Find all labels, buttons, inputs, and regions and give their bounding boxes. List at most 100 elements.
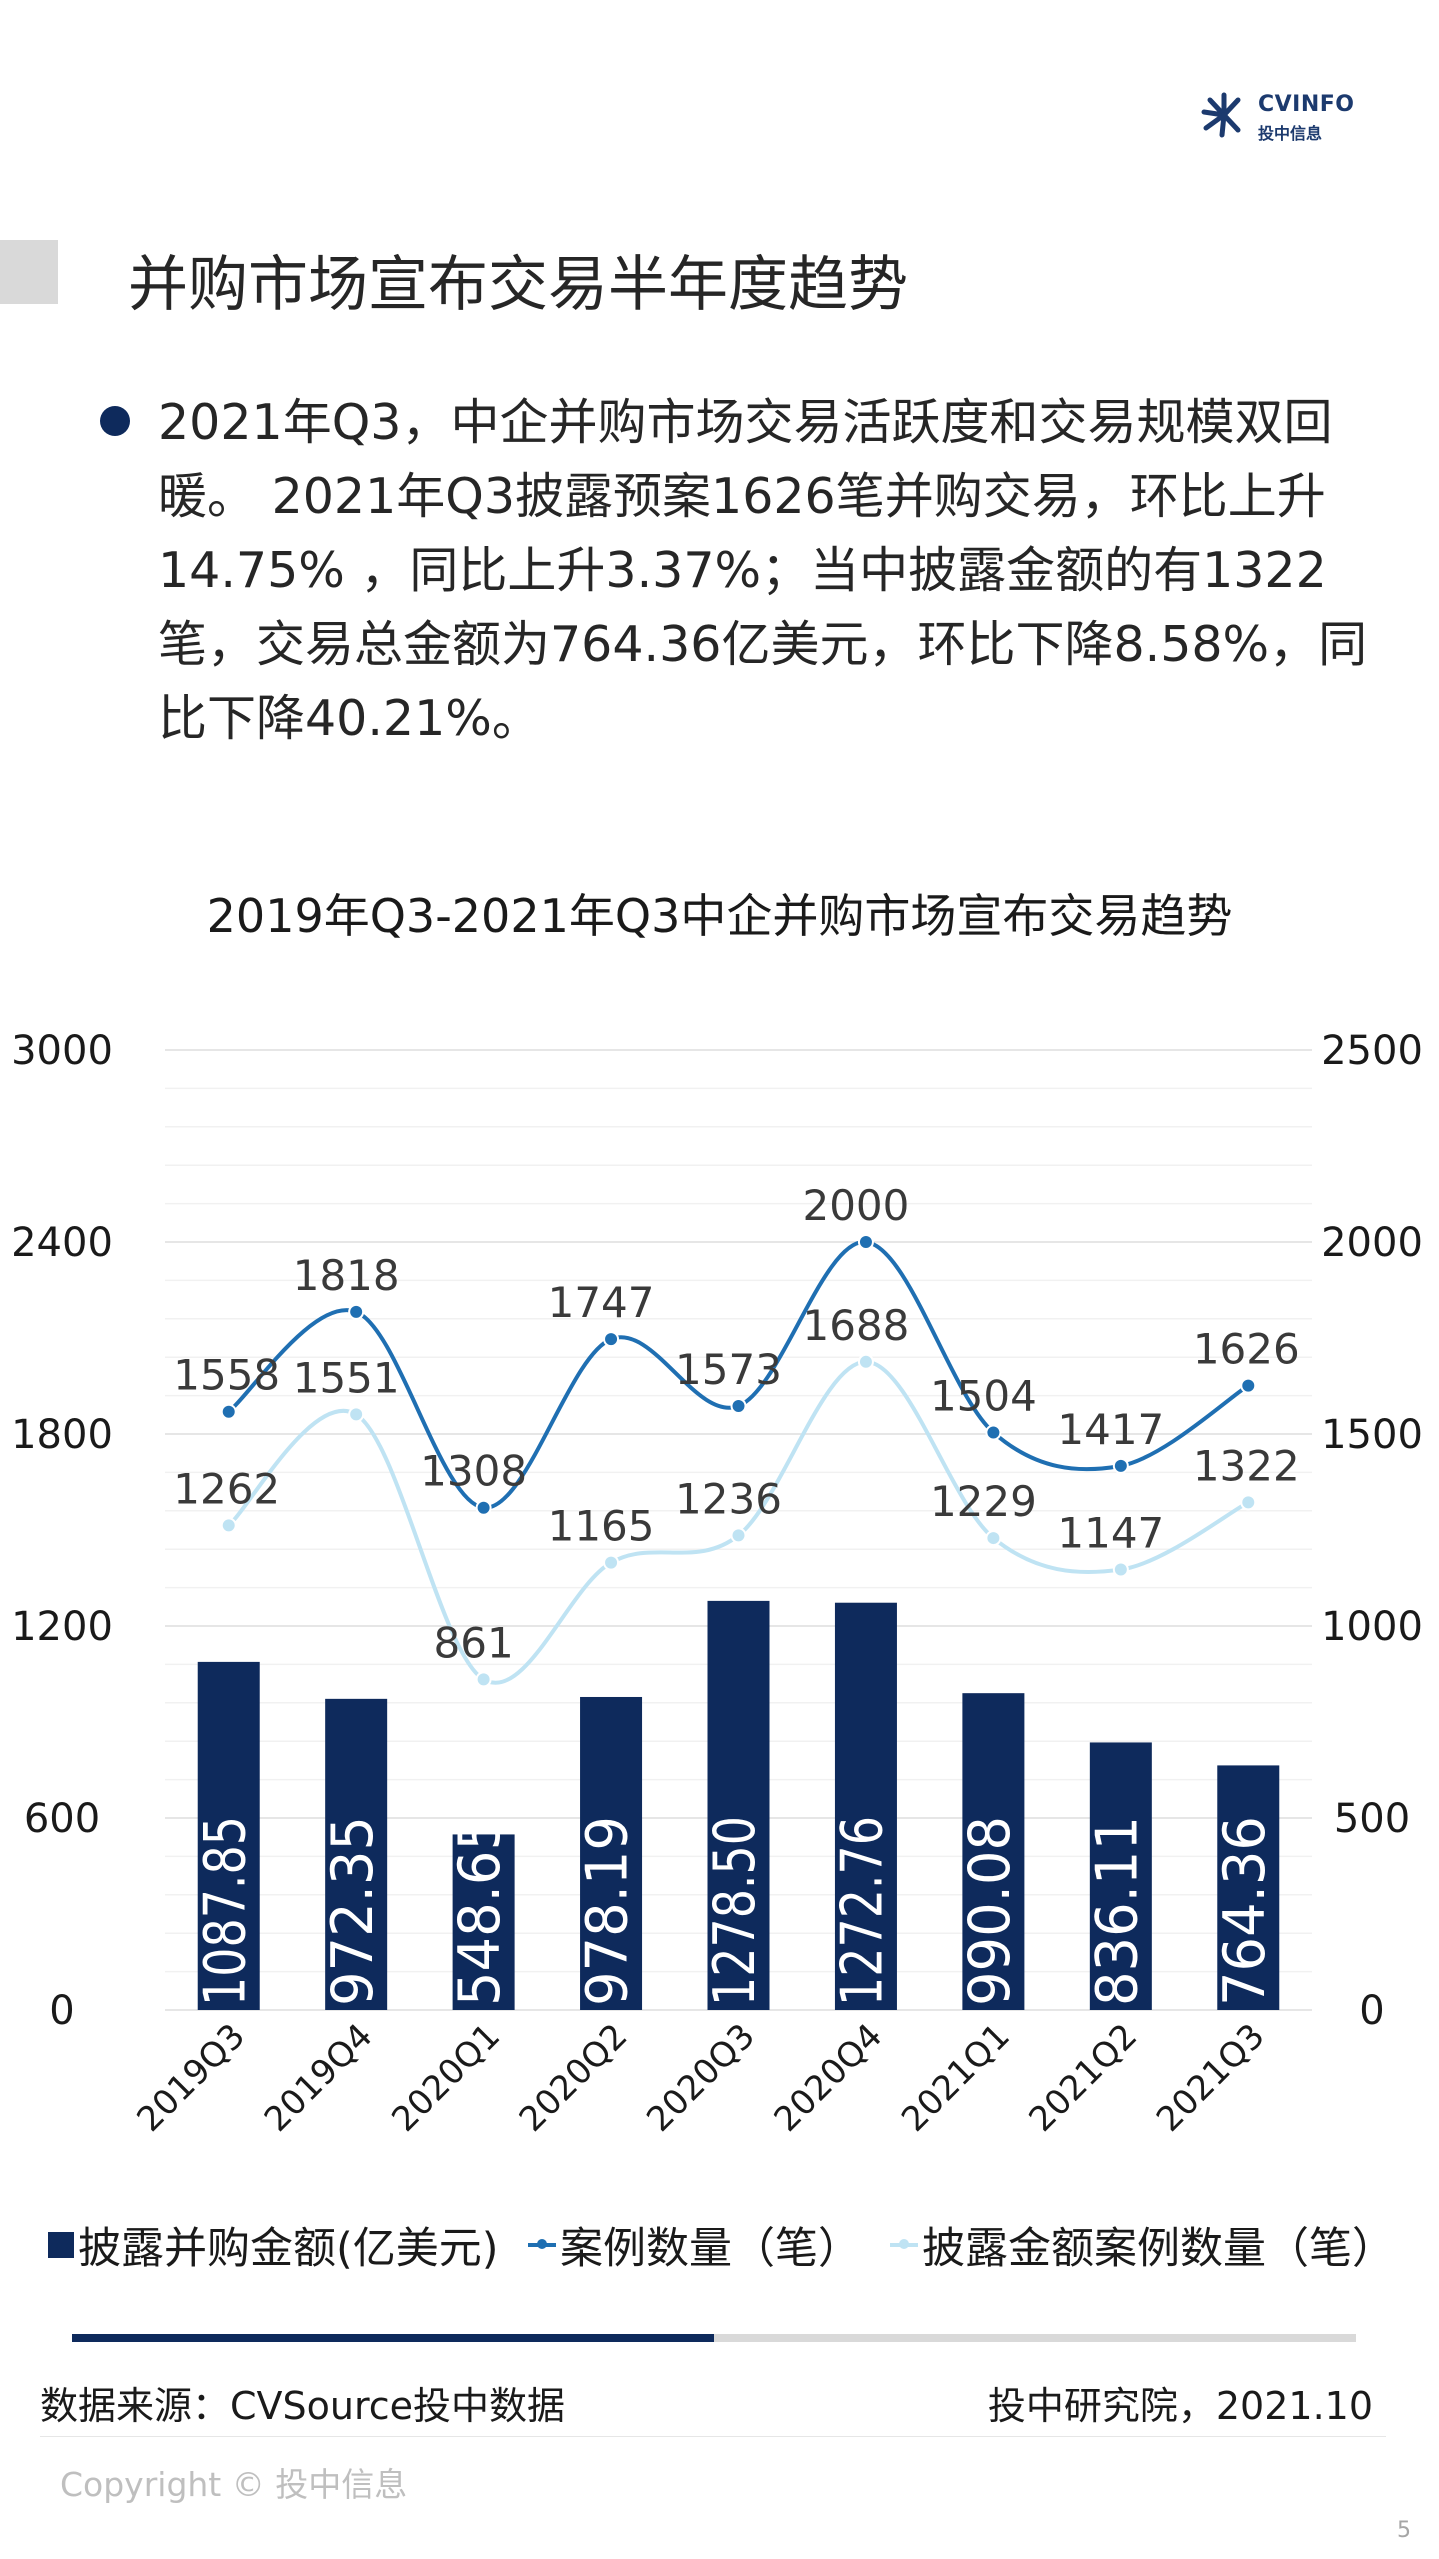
x-tick-label: 2020Q1 [384, 2016, 508, 2140]
disclosed-cases-data-label: 1322 [1193, 1441, 1300, 1490]
disclosed-cases-line [227, 1359, 1250, 1685]
bar [1217, 1765, 1280, 2010]
bullet-dot [100, 406, 130, 436]
bar [962, 1693, 1025, 2010]
bar-data-label: 1087.85 [192, 1816, 258, 2006]
brand-subtitle: 投中信息 [1258, 124, 1323, 143]
cases-point [220, 1403, 237, 1420]
page-number: 5 [1397, 2518, 1411, 2543]
x-tick-label: 2021Q1 [894, 2016, 1018, 2140]
brand-logo: CVINFO 投中信息 [1198, 90, 1354, 143]
bar-data-label: 990.08 [957, 1816, 1023, 2006]
brand-name: CVINFO [1258, 92, 1355, 117]
disclosed-cases-point [857, 1353, 874, 1370]
y-right-tick-label: 500 [1334, 1796, 1410, 1842]
cases-data-label: 2000 [802, 1181, 909, 1230]
bar [1089, 1742, 1152, 2010]
bar-data-label: 548.65 [447, 1816, 513, 2006]
y-right-tick-label: 0 [1359, 1988, 1384, 2034]
x-tick-label: 2020Q4 [767, 2016, 891, 2140]
legend-item-disclosed-cases: 披露金额案例数量（笔） [890, 2214, 1395, 2276]
cases-data-label: 1747 [548, 1278, 655, 1327]
bar [325, 1698, 388, 2010]
cases-data-label: 1308 [420, 1447, 527, 1496]
disclosed-cases-point [475, 1671, 492, 1688]
bar-data-label: 972.35 [320, 1816, 386, 2006]
disclosed-cases-data-label: 1551 [293, 1353, 400, 1402]
y-right-tick-label: 1000 [1321, 1604, 1423, 1650]
disclosed-cases-data-label: 1688 [802, 1301, 909, 1350]
bar [834, 1602, 897, 2010]
disclosed-cases-point [730, 1527, 747, 1544]
footer-divider [40, 2436, 1386, 2437]
summary-paragraph: 2021年Q3，中企并购市场交易活跃度和交易规模双回暖。 2021年Q3披露预案… [158, 394, 1368, 747]
chart-title: 2019年Q3-2021年Q3中企并购市场宣布交易趋势 [206, 889, 1233, 943]
cases-point [1240, 1377, 1257, 1394]
disclosed-cases-data-label: 1236 [675, 1474, 782, 1523]
disclosed-cases-data-label: 1229 [930, 1477, 1037, 1526]
y-right-tick-label: 1500 [1321, 1412, 1423, 1458]
disclosed-cases-point [348, 1406, 365, 1423]
cases-line [227, 1239, 1250, 1510]
cases-point [1112, 1457, 1129, 1474]
bar-data-label: 1272.76 [830, 1816, 896, 2006]
title-accent-bar [0, 240, 58, 304]
bar [197, 1661, 260, 2010]
cases-point [985, 1424, 1002, 1441]
y-right-tick-label: 2500 [1321, 1028, 1423, 1074]
data-source: 数据来源：CVSource投中数据 [40, 2384, 566, 2428]
cases-point [475, 1499, 492, 1516]
bar [707, 1600, 770, 2010]
x-tick-label: 2021Q2 [1022, 2016, 1146, 2140]
disclosed-cases-point [220, 1517, 237, 1534]
cases-point [348, 1303, 365, 1320]
bar-data-label: 764.36 [1212, 1816, 1278, 2006]
legend-label-disclosed-cases: 披露金额案例数量（笔） [922, 2224, 1395, 2274]
y-left-tick-label: 3000 [11, 1028, 113, 1074]
legend-label-amount: 披露并购金额(亿美元) [78, 2224, 499, 2274]
bar [580, 1696, 643, 2010]
cases-data-label: 1626 [1193, 1325, 1300, 1374]
cases-data-label: 1417 [1057, 1405, 1164, 1454]
cases-point [730, 1397, 747, 1414]
copyright: Copyright © 投中信息 [60, 2465, 408, 2504]
cvinfo-burst-logo-icon [1201, 92, 1241, 138]
legend-item-amount: 披露并购金额(亿美元) [48, 2214, 499, 2276]
disclosed-cases-point [1112, 1561, 1129, 1578]
bar-data-label: 978.19 [575, 1816, 641, 2006]
legend-label-cases: 案例数量（笔） [560, 2224, 861, 2274]
disclosed-cases-point [985, 1530, 1002, 1547]
y-left-tick-label: 2400 [11, 1220, 113, 1266]
x-tick-label: 2021Q3 [1149, 2016, 1273, 2140]
y-left-tick-label: 1800 [11, 1412, 113, 1458]
y-left-tick-label: 0 [49, 1988, 74, 2034]
y-left-tick-label: 600 [24, 1796, 100, 1842]
legend-item-cases: 案例数量（笔） [528, 2214, 861, 2276]
x-tick-label: 2019Q3 [129, 2016, 253, 2140]
bar-data-label: 836.11 [1084, 1816, 1150, 2006]
cases-point [603, 1331, 620, 1348]
research-institute: 投中研究院，2021.10 [987, 2384, 1373, 2428]
x-tick-label: 2020Q2 [512, 2016, 636, 2140]
legend-swatch-cases [528, 2239, 556, 2249]
combo-chart: 0 600 1200 1800 2400 3000 0 500 1000 1500 2000 2500… [11, 1028, 1423, 2140]
x-tick-label: 2019Q4 [257, 2016, 381, 2140]
bar [452, 1834, 515, 2010]
cases-data-label: 1573 [675, 1345, 782, 1394]
disclosed-cases-data-label: 861 [434, 1618, 514, 1667]
bar-data-label: 1278.50 [702, 1816, 768, 2006]
y-left-tick-label: 1200 [11, 1604, 113, 1650]
legend-swatch-amount [48, 2232, 74, 2258]
disclosed-cases-point [1240, 1494, 1257, 1511]
cases-data-label: 1504 [930, 1371, 1037, 1420]
disclosed-cases-point [603, 1554, 620, 1571]
y-right-tick-label: 2000 [1321, 1220, 1423, 1266]
cases-point [857, 1234, 874, 1250]
x-tick-label: 2020Q3 [639, 2016, 763, 2140]
disclosed-cases-data-label: 1165 [548, 1502, 655, 1551]
page-title: 并购市场宣布交易半年度趋势 [128, 250, 908, 320]
legend-swatch-disclosed-cases [890, 2239, 918, 2249]
disclosed-cases-data-label: 1147 [1057, 1509, 1164, 1558]
progress-track [72, 2334, 1356, 2342]
cases-data-label: 1818 [293, 1251, 400, 1300]
